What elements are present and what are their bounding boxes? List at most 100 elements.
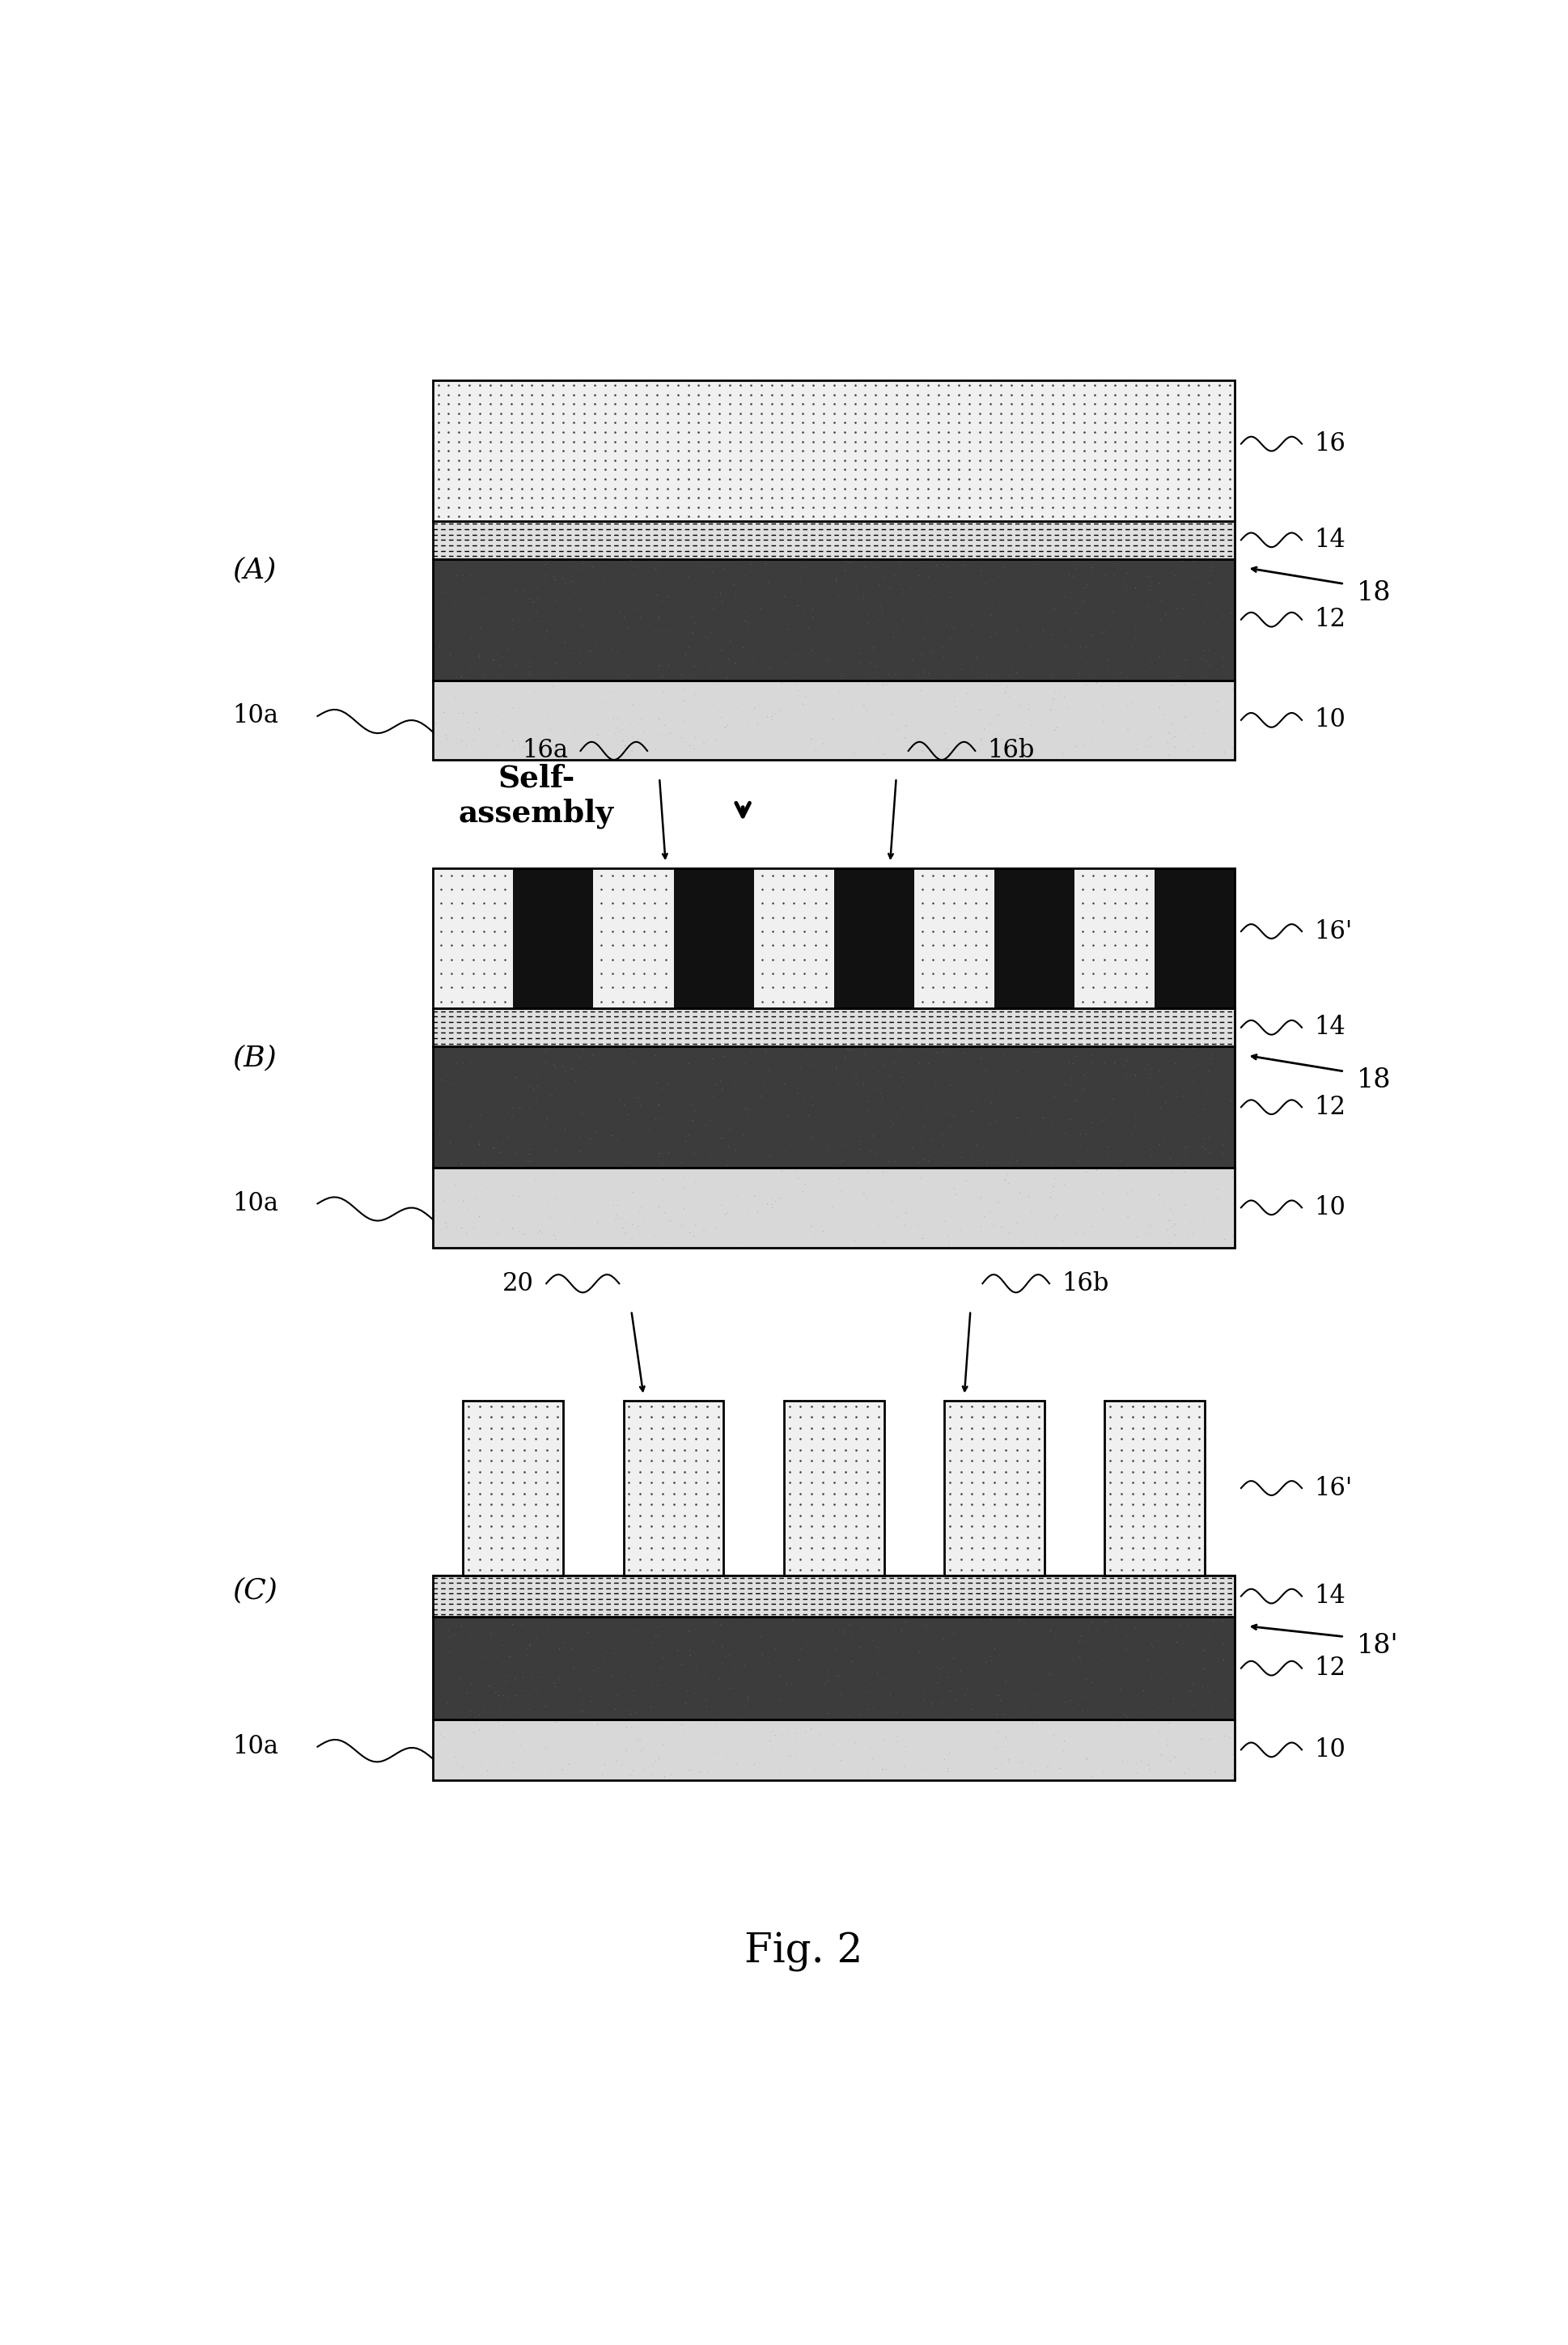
Point (1210, 1602, 1236, 1639)
Point (1101, 593, 1126, 631)
Point (464, 1705, 489, 1742)
Point (478, 586, 503, 624)
Point (1005, 718, 1030, 755)
Point (999, 650, 1024, 687)
Point (1192, 1112, 1217, 1149)
Point (724, 1158, 750, 1196)
Point (1040, 617, 1065, 654)
Point (485, 643, 510, 680)
Point (568, 1623, 593, 1660)
Point (552, 1048, 577, 1086)
Point (1102, 1142, 1127, 1180)
Point (718, 1055, 743, 1093)
Point (651, 1639, 676, 1677)
Point (525, 1109, 550, 1147)
Point (533, 619, 558, 657)
Point (935, 1093, 960, 1130)
Point (499, 612, 524, 650)
Point (1113, 570, 1138, 607)
Point (1116, 652, 1142, 689)
Point (533, 546, 558, 584)
Point (525, 1215, 550, 1252)
Point (1036, 1656, 1062, 1693)
Point (467, 1712, 492, 1749)
Point (602, 715, 627, 753)
Point (815, 645, 840, 682)
Point (1137, 1076, 1162, 1114)
Point (706, 1627, 731, 1665)
Point (682, 647, 707, 685)
Point (858, 664, 883, 701)
Point (1104, 1611, 1129, 1649)
Point (433, 1062, 458, 1100)
Point (1004, 1686, 1029, 1724)
Point (467, 1154, 492, 1191)
Point (820, 701, 845, 739)
Point (935, 1072, 960, 1109)
Point (426, 1684, 452, 1721)
Point (978, 1107, 1004, 1144)
Point (861, 1740, 886, 1778)
Point (911, 596, 936, 633)
Point (1079, 1618, 1104, 1656)
Point (646, 598, 671, 635)
Point (648, 647, 673, 685)
Point (627, 1135, 652, 1172)
Point (911, 1681, 936, 1719)
Point (1091, 1044, 1116, 1081)
Point (571, 1065, 596, 1102)
Point (1135, 558, 1160, 596)
Point (679, 1102, 704, 1140)
Point (489, 607, 514, 645)
Point (629, 1735, 654, 1773)
Point (670, 657, 695, 694)
Point (1002, 556, 1027, 593)
Point (709, 631, 734, 668)
Point (445, 1705, 470, 1742)
Point (560, 1051, 585, 1088)
Point (1146, 579, 1171, 617)
Point (938, 1067, 963, 1104)
Point (820, 1048, 845, 1086)
Point (731, 628, 756, 666)
Point (1162, 1217, 1187, 1255)
Point (455, 575, 480, 612)
Point (894, 1674, 919, 1712)
Point (983, 1154, 1008, 1191)
Point (1215, 654, 1240, 692)
Point (455, 633, 480, 671)
Point (1025, 556, 1051, 593)
Point (735, 1090, 760, 1128)
Point (591, 1642, 616, 1679)
Point (823, 1135, 848, 1172)
Point (1149, 1172, 1174, 1210)
Point (986, 1046, 1011, 1083)
Point (723, 1630, 748, 1667)
Point (753, 544, 778, 582)
Point (897, 558, 922, 596)
Point (1218, 1081, 1243, 1119)
Point (434, 1090, 459, 1128)
Point (1149, 582, 1174, 619)
Point (1079, 617, 1104, 654)
Point (845, 1653, 870, 1691)
Point (983, 1731, 1008, 1768)
Point (902, 696, 927, 734)
Point (604, 553, 629, 591)
Point (539, 1119, 564, 1156)
Point (532, 1679, 557, 1717)
Point (665, 1738, 690, 1775)
Point (831, 1093, 856, 1130)
Point (817, 1665, 842, 1702)
Point (881, 556, 906, 593)
Point (1057, 628, 1082, 666)
Point (1091, 687, 1116, 725)
Point (834, 1205, 859, 1243)
Point (601, 544, 626, 582)
Point (425, 1632, 450, 1670)
Point (823, 1620, 848, 1658)
Point (497, 586, 522, 624)
Point (1138, 640, 1163, 678)
Point (483, 1069, 508, 1107)
Point (524, 567, 549, 605)
